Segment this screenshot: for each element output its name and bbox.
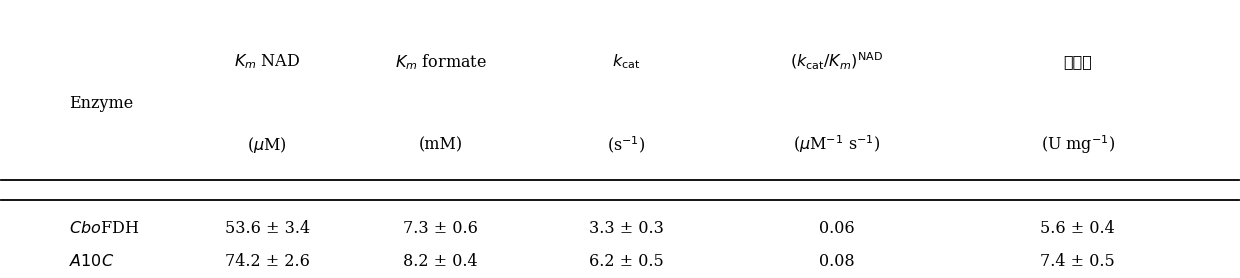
Text: $(\mathit{k}_\mathrm{cat}/\mathit{K}_\mathit{m})^\mathrm{NAD}$: $(\mathit{k}_\mathrm{cat}/\mathit{K}_\ma… [790, 51, 883, 73]
Text: (mM): (mM) [419, 136, 463, 153]
Text: 6.2 ± 0.5: 6.2 ± 0.5 [589, 253, 663, 270]
Text: 53.6 ± 3.4: 53.6 ± 3.4 [224, 220, 310, 237]
Text: 比酶活: 比酶活 [1064, 53, 1092, 70]
Text: $\mathit{C}\mathit{b}\mathit{o}$FDH: $\mathit{C}\mathit{b}\mathit{o}$FDH [69, 220, 140, 237]
Text: 7.4 ± 0.5: 7.4 ± 0.5 [1040, 253, 1115, 270]
Text: 7.3 ± 0.6: 7.3 ± 0.6 [403, 220, 479, 237]
Text: 3.3 ± 0.3: 3.3 ± 0.3 [589, 220, 663, 237]
Text: $\mathit{K}_\mathit{m}$ formate: $\mathit{K}_\mathit{m}$ formate [394, 52, 486, 72]
Text: ($\mu$M$^{-1}$ s$^{-1}$): ($\mu$M$^{-1}$ s$^{-1}$) [792, 134, 880, 155]
Text: 8.2 ± 0.4: 8.2 ± 0.4 [403, 253, 477, 270]
Text: (s$^{-1}$): (s$^{-1}$) [606, 134, 646, 155]
Text: $\mathit{K}_\mathit{m}$ NAD: $\mathit{K}_\mathit{m}$ NAD [234, 53, 300, 71]
Text: $\mathit{k}_\mathrm{cat}$: $\mathit{k}_\mathrm{cat}$ [613, 53, 640, 71]
Text: 0.06: 0.06 [818, 220, 854, 237]
Text: (U mg$^{-1}$): (U mg$^{-1}$) [1040, 133, 1115, 156]
Text: Enzyme: Enzyme [69, 95, 134, 112]
Text: 74.2 ± 2.6: 74.2 ± 2.6 [224, 253, 310, 270]
Text: ($\mu$M): ($\mu$M) [248, 135, 288, 155]
Text: 5.6 ± 0.4: 5.6 ± 0.4 [1040, 220, 1115, 237]
Text: $\mathit{A10C}$: $\mathit{A10C}$ [69, 253, 115, 270]
Text: 0.08: 0.08 [818, 253, 854, 270]
